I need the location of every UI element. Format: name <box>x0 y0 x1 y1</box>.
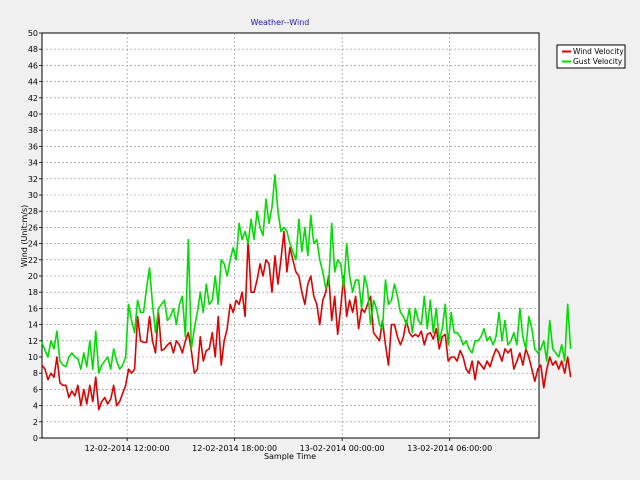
y-tick-label: 26 <box>28 223 38 232</box>
y-tick-label: 20 <box>28 272 38 281</box>
y-tick-label: 30 <box>28 191 38 200</box>
y-axis-ticks: 0246810121416182022242628303234363840424… <box>28 29 42 443</box>
y-tick-label: 46 <box>28 61 38 70</box>
y-tick-label: 34 <box>28 159 38 168</box>
grid <box>42 33 539 438</box>
y-tick-label: 0 <box>33 434 38 443</box>
y-tick-label: 32 <box>28 175 38 184</box>
chart-title: Weather--Wind <box>251 18 310 27</box>
y-tick-label: 40 <box>28 110 38 119</box>
y-tick-label: 8 <box>33 369 38 378</box>
y-tick-label: 24 <box>28 240 38 249</box>
y-tick-label: 14 <box>28 321 38 330</box>
series-lines <box>41 173 572 411</box>
y-tick-label: 10 <box>28 353 38 362</box>
x-tick-label: 13-02-2014 06:00:00 <box>407 444 492 453</box>
y-tick-label: 12 <box>28 337 38 346</box>
series-line-gust-velocity <box>41 173 572 375</box>
x-tick-label: 12-02-2014 18:00:00 <box>192 444 277 453</box>
y-axis-title: Wind (Unit:m/s) <box>20 205 29 268</box>
legend-label-wind-velocity: Wind Velocity <box>573 47 624 56</box>
y-tick-label: 42 <box>28 94 38 103</box>
x-tick-label: 12-02-2014 12:00:00 <box>85 444 170 453</box>
legend-box <box>556 44 626 69</box>
y-tick-label: 48 <box>28 45 38 54</box>
series-line-wind-velocity <box>41 230 572 411</box>
y-tick-label: 22 <box>28 256 38 265</box>
plot-area <box>41 32 540 439</box>
y-tick-label: 2 <box>33 418 38 427</box>
x-axis-ticks: 12-02-2014 12:00:00 12-02-2014 18:00:00 13… <box>85 438 492 453</box>
y-tick-label: 28 <box>28 207 38 216</box>
y-tick-label: 6 <box>33 385 38 394</box>
y-tick-label: 50 <box>28 29 38 38</box>
y-tick-label: 44 <box>28 78 38 87</box>
y-tick-label: 18 <box>28 288 38 297</box>
legend: Wind Velocity Gust Velocity <box>556 44 626 69</box>
y-tick-label: 16 <box>28 304 38 313</box>
x-tick-label: 13-02-2014 00:00:00 <box>300 444 385 453</box>
y-tick-label: 38 <box>28 126 38 135</box>
legend-label-gust-velocity: Gust Velocity <box>573 57 623 66</box>
x-axis-title: Sample Time <box>264 452 316 461</box>
y-tick-label: 36 <box>28 142 38 151</box>
y-tick-label: 4 <box>33 402 38 411</box>
